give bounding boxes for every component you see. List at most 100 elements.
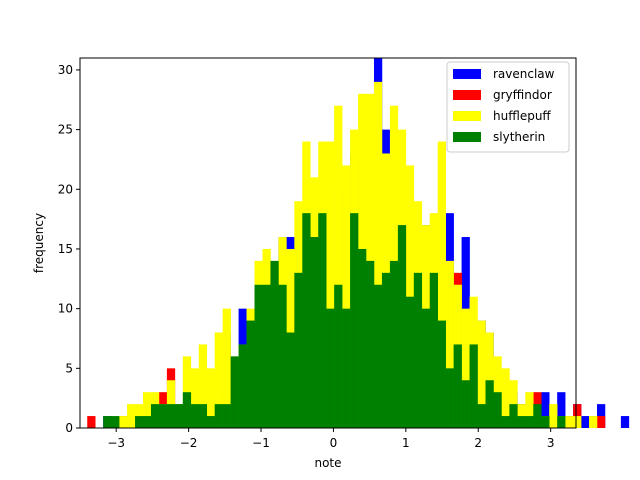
bar-hufflepuff-31: [334, 105, 343, 429]
bar-hufflepuff-36: [373, 81, 383, 429]
x-axis-title: note: [314, 456, 341, 470]
bar-slytherin-59: [557, 416, 566, 428]
bar-slytherin-7: [143, 416, 152, 428]
bar-slytherin-26: [294, 272, 303, 428]
bar-slytherin-21: [254, 284, 263, 428]
bar-slytherin-10: [166, 404, 176, 428]
bar-hufflepuff-52: [501, 368, 510, 428]
bar-hufflepuff-15: [206, 368, 215, 428]
bar-slytherin-49: [477, 404, 486, 428]
bar-slytherin-15: [206, 416, 215, 428]
bar-slytherin-29: [318, 213, 327, 428]
bar-slytherin-6: [135, 416, 144, 428]
bar-hufflepuff-55: [525, 392, 534, 428]
y-tick-label: 10: [58, 302, 73, 316]
bar-hufflepuff-63: [589, 416, 598, 428]
bar-slytherin-56: [533, 404, 542, 428]
bar-hufflepuff-4: [119, 416, 128, 428]
bar-slytherin-32: [342, 308, 351, 428]
x-tick-label: 3: [547, 436, 555, 450]
legend-label-gryffindor: gryffindor: [493, 88, 552, 102]
bar-ravenclaw-62: [581, 416, 590, 428]
bar-slytherin-28: [310, 237, 319, 428]
x-axis: −3 −2 −1 0 1 2 3: [107, 428, 554, 450]
bar-slytherin-55: [525, 416, 534, 428]
bar-hufflepuff-13: [190, 368, 200, 428]
bar-slytherin-54: [517, 416, 526, 428]
bar-hufflepuff-60: [565, 416, 574, 428]
bar-slytherin-18: [230, 356, 239, 428]
x-tick-label: −1: [252, 436, 270, 450]
bar-hufflepuff-45: [445, 260, 454, 428]
y-axis-title: frequency: [32, 213, 46, 273]
y-tick-label: 5: [65, 361, 73, 375]
bar-ravenclaw-57: [541, 392, 550, 428]
legend-swatch-ravenclaw: [453, 69, 481, 79]
bar-hufflepuff-17: [222, 308, 231, 428]
bar-hufflepuff-16: [214, 332, 223, 428]
bar-hufflepuff-47: [461, 308, 470, 428]
bar-slytherin-44: [437, 320, 446, 428]
bar-slytherin-30: [326, 308, 335, 428]
bar-slytherin-22: [262, 284, 271, 428]
bar-gryffindor-64: [597, 416, 606, 428]
y-tick-label: 20: [58, 182, 73, 196]
bar-ravenclaw-59: [557, 392, 566, 428]
bar-hufflepuff-44: [437, 141, 446, 429]
bars-layer: [87, 58, 630, 429]
y-tick-label: 0: [65, 421, 73, 435]
legend-label-slytherin: slytherin: [493, 130, 545, 144]
bar-slytherin-57: [541, 416, 550, 428]
bar-slytherin-17: [222, 404, 231, 428]
bar-slytherin-12: [182, 392, 192, 428]
bar-slytherin-27: [302, 213, 311, 428]
bar-slytherin-33: [350, 213, 359, 428]
bar-slytherin-25: [286, 332, 295, 428]
legend-swatch-hufflepuff: [453, 111, 481, 121]
bar-slytherin-41: [413, 272, 423, 428]
bar-slytherin-31: [334, 284, 343, 428]
bar-slytherin-40: [405, 296, 415, 428]
legend-label-ravenclaw: ravenclaw: [493, 67, 555, 81]
bar-slytherin-20: [246, 320, 255, 428]
x-tick-label: −3: [107, 436, 125, 450]
bar-slytherin-45: [445, 368, 454, 428]
bar-slytherin-48: [469, 344, 478, 428]
bar-slytherin-8: [150, 404, 160, 428]
x-tick-label: 1: [402, 436, 410, 450]
legend-box: [446, 61, 570, 153]
bar-slytherin-3: [111, 416, 120, 428]
bar-slytherin-52: [501, 416, 510, 428]
bar-hufflepuff-58: [549, 404, 558, 428]
bar-hufflepuff-32: [342, 165, 351, 429]
bar-slytherin-9: [158, 404, 168, 428]
bar-slytherin-46: [453, 344, 462, 428]
y-tick-label: 30: [58, 63, 73, 77]
bar-slytherin-14: [198, 404, 208, 428]
bar-slytherin-37: [381, 272, 391, 428]
bar-gryffindor-0: [87, 416, 96, 428]
bar-slytherin-36: [373, 284, 383, 428]
bar-hufflepuff-61: [573, 416, 582, 428]
x-tick-label: 0: [330, 436, 338, 450]
bar-slytherin-24: [278, 284, 287, 428]
bar-hufflepuff-30: [326, 141, 335, 429]
bar-slytherin-47: [461, 380, 470, 428]
bar-slytherin-51: [493, 392, 502, 428]
bar-slytherin-43: [429, 272, 438, 428]
legend-swatch-gryffindor: [453, 90, 481, 100]
y-tick-label: 15: [58, 242, 73, 256]
y-axis: 0 5 10 15 20 25 30: [58, 63, 80, 435]
bar-slytherin-19: [238, 344, 247, 428]
y-tick-label: 25: [58, 123, 73, 137]
bar-slytherin-16: [214, 404, 223, 428]
bar-ravenclaw-67: [620, 416, 630, 428]
bar-slytherin-39: [397, 225, 407, 428]
bar-slytherin-2: [103, 416, 112, 428]
plot-frame: [79, 57, 577, 429]
bar-hufflepuff-14: [198, 344, 208, 428]
bar-hufflepuff-7: [143, 392, 152, 428]
bar-slytherin-23: [270, 260, 279, 428]
bar-slytherin-13: [190, 404, 200, 428]
